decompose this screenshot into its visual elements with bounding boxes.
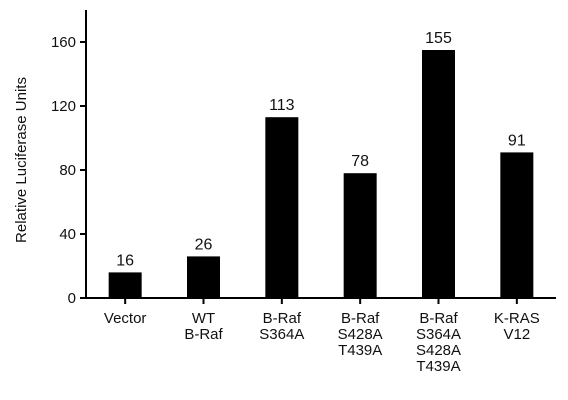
category-label-line: B-Raf [184,326,223,343]
bar [265,117,299,298]
y-tick-label: 40 [59,226,76,243]
data-label: 26 [195,236,213,253]
category-label-line: T439A [416,358,460,375]
bar [422,50,455,298]
data-label: 113 [269,97,295,114]
category-label: Vector [104,310,147,327]
y-tick-label: 120 [51,98,76,115]
category-label-line: K-RAS [494,310,540,327]
data-label: 91 [508,132,526,149]
category-label-line: S428A [416,342,461,359]
category-label-line: S428A [338,326,383,343]
category-label: WT B-Raf [184,310,223,343]
bar [500,152,534,298]
y-tick-label: 0 [68,290,76,307]
y-tick-label: 80 [59,162,76,179]
bar [187,256,220,298]
category-label-line: S364A [416,326,461,343]
data-label: 155 [425,30,452,47]
category-label-line: Vector [104,310,147,327]
category-label-line: T439A [338,342,382,359]
bar [343,173,377,298]
category-label-line: V12 [503,326,530,343]
bar [108,272,142,298]
category-label-line: S364A [259,326,304,343]
axes [85,10,556,304]
data-label: 16 [116,252,134,269]
y-ticks: 0 40 80 120 160 [51,34,86,307]
category-label-line: B-Raf [341,310,380,327]
category-label: B-Raf S428A T439A [338,310,383,359]
y-axis-label: Relative Luciferase Units [13,77,30,243]
category-label: B-Raf S364A [259,310,304,343]
category-label-line: B-Raf [419,310,458,327]
category-label-line: WT [192,310,215,327]
category-label-line: B-Raf [263,310,302,327]
y-tick-label: 160 [51,34,76,51]
bars [108,50,534,298]
data-label: 78 [351,153,369,170]
value-labels: 16 26 113 78 155 91 [116,30,526,269]
category-label: B-Raf S364A S428A T439A [416,310,461,375]
category-label: K-RAS V12 [494,310,540,343]
